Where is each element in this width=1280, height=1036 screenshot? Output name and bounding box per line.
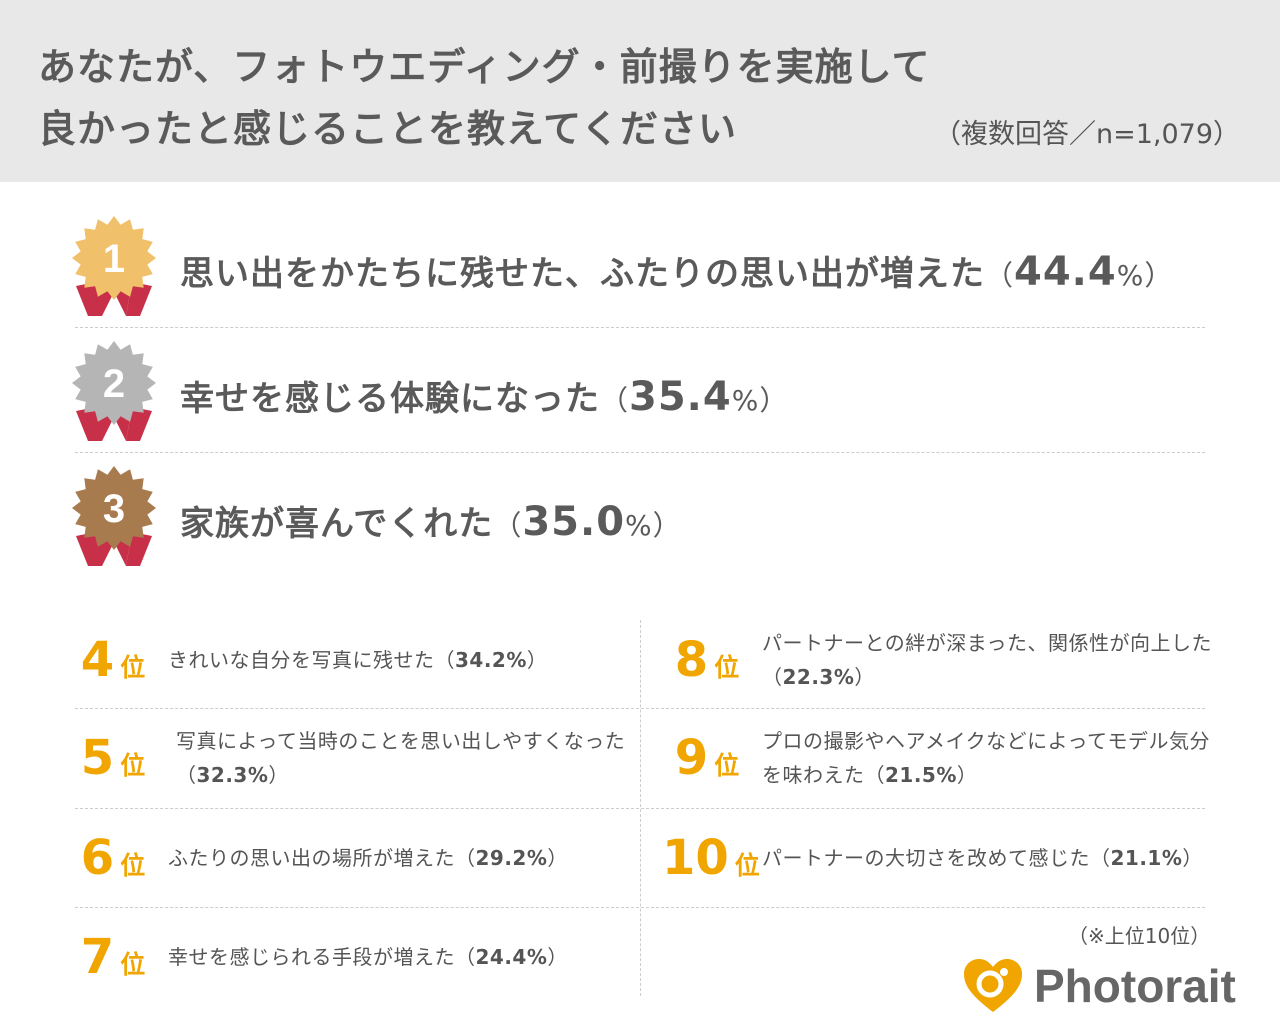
divider	[75, 452, 1205, 453]
rank-label: きれいな自分を写真に残せた（34.2%）	[168, 648, 548, 672]
rank-label: 幸せを感じる体験になった（35.4%）	[180, 374, 789, 420]
medal-icon: 1	[72, 216, 156, 316]
percent-value: 35.4	[629, 374, 732, 420]
rank-label: プロの撮影やヘアメイクなどによってモデル気分を味わえた（21.5%）	[762, 729, 1210, 787]
rank-label: 幸せを感じられる手段が増えた（24.4%）	[168, 945, 568, 969]
percent-value: 21.5	[885, 763, 937, 787]
rank-label: 写真によって当時のことを思い出しやすくなった（32.3%）	[176, 729, 626, 787]
rank-label: 家族が喜んでくれた（35.0%）	[180, 499, 682, 545]
percent-value: 34.2	[455, 648, 507, 672]
rank-label: 思い出をかたちに残せた、ふたりの思い出が増えた（44.4%）	[180, 249, 1174, 295]
rank-item-3: 3 家族が喜んでくれた（35.0%）	[0, 466, 1280, 576]
percent-value: 44.4	[1014, 249, 1117, 295]
percent-value: 29.2	[475, 846, 527, 870]
medal-icon: 2	[72, 341, 156, 441]
photorait-logo: Photorait	[962, 958, 1236, 1014]
percent-value: 24.4	[475, 945, 527, 969]
subtitle: （複数回答／n=1,079）	[933, 119, 1240, 150]
medal-rank: 3	[103, 487, 125, 531]
column-divider	[640, 620, 641, 996]
logo-text: Photorait	[1034, 960, 1236, 1012]
percent-value: 32.3	[196, 763, 248, 787]
medal-rank: 2	[103, 362, 125, 406]
title-line-1: あなたが、フォトウエディング・前撮りを実施して	[38, 45, 931, 89]
percent-value: 35.0	[522, 499, 626, 545]
percent-value: 22.3	[782, 665, 834, 689]
title-line-2: 良かったと感じることを教えてください	[38, 107, 737, 151]
rank-badge: 10 位	[662, 830, 760, 886]
rank-item-2: 2 幸せを感じる体験になった（35.4%）	[0, 341, 1280, 451]
rank-label: ふたりの思い出の場所が増えた（29.2%）	[168, 846, 568, 870]
rank-label: パートナーの大切さを改めて感じた（21.1%）	[762, 846, 1203, 870]
divider	[75, 327, 1205, 328]
medal-icon: 3	[72, 466, 156, 566]
rank-label: パートナーとの絆が深まった、関係性が向上した（22.3%）	[762, 631, 1212, 689]
rank-item-10: 10 位 パートナーの大切さを改めて感じた（21.1%）	[662, 813, 1222, 903]
heart-camera-icon	[964, 959, 1022, 1012]
top10-note: （※上位10位）	[1068, 924, 1211, 948]
medal-rank: 1	[103, 237, 125, 281]
percent-value: 21.1	[1110, 846, 1162, 870]
header: あなたが、フォトウエディング・前撮りを実施して 良かったと感じることを教えてくだ…	[0, 0, 1280, 182]
rank-item-1: 1 思い出をかたちに残せた、ふたりの思い出が増えた（44.4%）	[0, 216, 1280, 326]
